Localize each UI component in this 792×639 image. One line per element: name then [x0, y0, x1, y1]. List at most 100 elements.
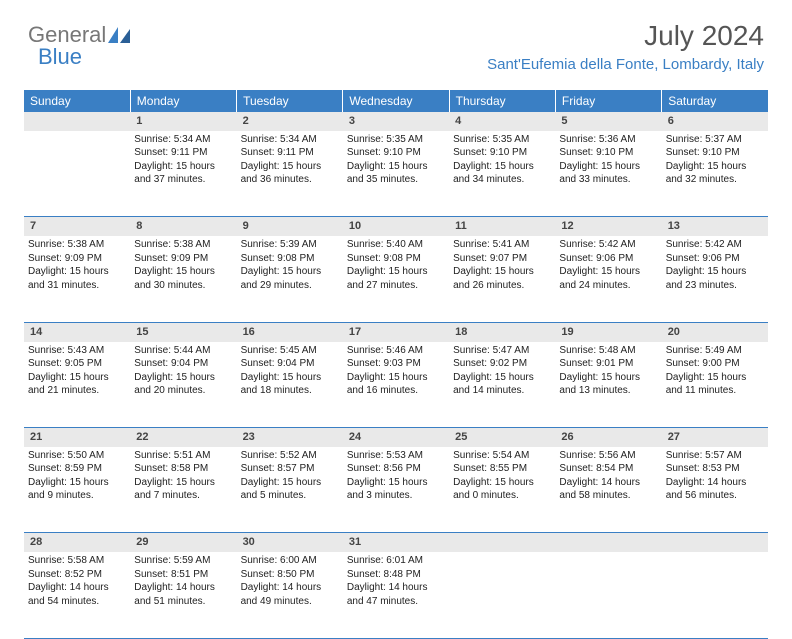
week-row: Sunrise: 5:34 AMSunset: 9:11 PMDaylight:… — [24, 131, 768, 217]
weekday-header: Thursday — [449, 90, 555, 112]
day-number: 30 — [237, 533, 343, 552]
day-number: 20 — [662, 322, 768, 341]
week-row: Sunrise: 5:50 AMSunset: 8:59 PMDaylight:… — [24, 447, 768, 533]
day-number: 14 — [24, 322, 130, 341]
day-cell: Sunrise: 5:52 AMSunset: 8:57 PMDaylight:… — [237, 447, 343, 533]
day-cell: Sunrise: 5:47 AMSunset: 9:02 PMDaylight:… — [449, 342, 555, 428]
day-cell-text: Sunrise: 5:38 AMSunset: 9:09 PMDaylight:… — [134, 238, 232, 292]
day-cell-text: Sunrise: 5:47 AMSunset: 9:02 PMDaylight:… — [453, 344, 551, 398]
day-cell: Sunrise: 5:49 AMSunset: 9:00 PMDaylight:… — [662, 342, 768, 428]
day-cell: Sunrise: 5:50 AMSunset: 8:59 PMDaylight:… — [24, 447, 130, 533]
day-cell-text: Sunrise: 5:40 AMSunset: 9:08 PMDaylight:… — [347, 238, 445, 292]
day-cell-text: Sunrise: 5:59 AMSunset: 8:51 PMDaylight:… — [134, 554, 232, 608]
day-cell-text: Sunrise: 5:50 AMSunset: 8:59 PMDaylight:… — [28, 449, 126, 503]
day-number: 15 — [130, 322, 236, 341]
day-cell-text: Sunrise: 5:51 AMSunset: 8:58 PMDaylight:… — [134, 449, 232, 503]
day-number: 8 — [130, 217, 236, 236]
logo-text-blue: Blue — [38, 44, 82, 70]
weekday-header: Sunday — [24, 90, 130, 112]
day-number: 6 — [662, 112, 768, 131]
day-number: 12 — [555, 217, 661, 236]
day-cell-text: Sunrise: 5:39 AMSunset: 9:08 PMDaylight:… — [241, 238, 339, 292]
day-number — [24, 112, 130, 131]
week-row: Sunrise: 5:38 AMSunset: 9:09 PMDaylight:… — [24, 236, 768, 322]
day-cell-text: Sunrise: 5:42 AMSunset: 9:06 PMDaylight:… — [559, 238, 657, 292]
day-cell: Sunrise: 5:35 AMSunset: 9:10 PMDaylight:… — [449, 131, 555, 217]
day-cell-text: Sunrise: 5:41 AMSunset: 9:07 PMDaylight:… — [453, 238, 551, 292]
weekday-header-row: SundayMondayTuesdayWednesdayThursdayFrid… — [24, 90, 768, 112]
week-row: Sunrise: 5:58 AMSunset: 8:52 PMDaylight:… — [24, 552, 768, 638]
weekday-header: Wednesday — [343, 90, 449, 112]
day-number: 24 — [343, 428, 449, 447]
day-number: 19 — [555, 322, 661, 341]
day-cell: Sunrise: 5:58 AMSunset: 8:52 PMDaylight:… — [24, 552, 130, 638]
weekday-header: Tuesday — [237, 90, 343, 112]
day-number: 3 — [343, 112, 449, 131]
day-cell: Sunrise: 5:45 AMSunset: 9:04 PMDaylight:… — [237, 342, 343, 428]
day-number: 13 — [662, 217, 768, 236]
day-number: 1 — [130, 112, 236, 131]
day-cell: Sunrise: 5:40 AMSunset: 9:08 PMDaylight:… — [343, 236, 449, 322]
location-label: Sant'Eufemia della Fonte, Lombardy, Ital… — [487, 56, 764, 73]
day-number: 22 — [130, 428, 236, 447]
day-number-row: 21222324252627 — [24, 428, 768, 447]
day-cell-text: Sunrise: 5:57 AMSunset: 8:53 PMDaylight:… — [666, 449, 764, 503]
day-cell: Sunrise: 5:43 AMSunset: 9:05 PMDaylight:… — [24, 342, 130, 428]
day-cell-text: Sunrise: 5:35 AMSunset: 9:10 PMDaylight:… — [453, 133, 551, 187]
day-cell: Sunrise: 5:53 AMSunset: 8:56 PMDaylight:… — [343, 447, 449, 533]
day-cell: Sunrise: 5:44 AMSunset: 9:04 PMDaylight:… — [130, 342, 236, 428]
day-number — [555, 533, 661, 552]
day-cell: Sunrise: 5:34 AMSunset: 9:11 PMDaylight:… — [130, 131, 236, 217]
day-cell-text: Sunrise: 5:34 AMSunset: 9:11 PMDaylight:… — [241, 133, 339, 187]
day-number: 28 — [24, 533, 130, 552]
day-cell — [662, 552, 768, 638]
day-cell: Sunrise: 5:35 AMSunset: 9:10 PMDaylight:… — [343, 131, 449, 217]
weekday-header: Monday — [130, 90, 236, 112]
day-cell: Sunrise: 5:59 AMSunset: 8:51 PMDaylight:… — [130, 552, 236, 638]
calendar-table: SundayMondayTuesdayWednesdayThursdayFrid… — [24, 90, 768, 639]
day-number: 9 — [237, 217, 343, 236]
day-cell — [555, 552, 661, 638]
day-cell-text: Sunrise: 5:37 AMSunset: 9:10 PMDaylight:… — [666, 133, 764, 187]
day-cell-text: Sunrise: 5:49 AMSunset: 9:00 PMDaylight:… — [666, 344, 764, 398]
day-cell-text: Sunrise: 6:01 AMSunset: 8:48 PMDaylight:… — [347, 554, 445, 608]
day-cell: Sunrise: 5:56 AMSunset: 8:54 PMDaylight:… — [555, 447, 661, 533]
day-number — [449, 533, 555, 552]
day-number-row: 14151617181920 — [24, 322, 768, 341]
day-cell — [449, 552, 555, 638]
day-cell-text: Sunrise: 5:56 AMSunset: 8:54 PMDaylight:… — [559, 449, 657, 503]
day-cell — [24, 131, 130, 217]
day-cell: Sunrise: 5:51 AMSunset: 8:58 PMDaylight:… — [130, 447, 236, 533]
header-right: July 2024 Sant'Eufemia della Fonte, Lomb… — [487, 20, 764, 73]
day-number-row: 78910111213 — [24, 217, 768, 236]
day-cell-text: Sunrise: 5:48 AMSunset: 9:01 PMDaylight:… — [559, 344, 657, 398]
day-cell: Sunrise: 6:01 AMSunset: 8:48 PMDaylight:… — [343, 552, 449, 638]
day-cell-text: Sunrise: 6:00 AMSunset: 8:50 PMDaylight:… — [241, 554, 339, 608]
day-number: 17 — [343, 322, 449, 341]
day-cell-text: Sunrise: 5:53 AMSunset: 8:56 PMDaylight:… — [347, 449, 445, 503]
day-cell-text: Sunrise: 5:46 AMSunset: 9:03 PMDaylight:… — [347, 344, 445, 398]
logo-sail-icon — [108, 27, 130, 43]
day-cell: Sunrise: 5:48 AMSunset: 9:01 PMDaylight:… — [555, 342, 661, 428]
day-cell: Sunrise: 6:00 AMSunset: 8:50 PMDaylight:… — [237, 552, 343, 638]
day-number: 26 — [555, 428, 661, 447]
day-cell: Sunrise: 5:38 AMSunset: 9:09 PMDaylight:… — [130, 236, 236, 322]
day-number: 23 — [237, 428, 343, 447]
day-cell: Sunrise: 5:42 AMSunset: 9:06 PMDaylight:… — [662, 236, 768, 322]
day-number: 7 — [24, 217, 130, 236]
day-number-row: 28293031 — [24, 533, 768, 552]
day-number: 4 — [449, 112, 555, 131]
day-cell: Sunrise: 5:37 AMSunset: 9:10 PMDaylight:… — [662, 131, 768, 217]
day-number: 29 — [130, 533, 236, 552]
day-cell-text: Sunrise: 5:58 AMSunset: 8:52 PMDaylight:… — [28, 554, 126, 608]
month-title: July 2024 — [487, 20, 764, 52]
day-cell-text: Sunrise: 5:38 AMSunset: 9:09 PMDaylight:… — [28, 238, 126, 292]
day-cell: Sunrise: 5:57 AMSunset: 8:53 PMDaylight:… — [662, 447, 768, 533]
day-cell: Sunrise: 5:41 AMSunset: 9:07 PMDaylight:… — [449, 236, 555, 322]
day-number-row: 123456 — [24, 112, 768, 131]
day-cell-text: Sunrise: 5:34 AMSunset: 9:11 PMDaylight:… — [134, 133, 232, 187]
day-cell: Sunrise: 5:39 AMSunset: 9:08 PMDaylight:… — [237, 236, 343, 322]
day-cell: Sunrise: 5:46 AMSunset: 9:03 PMDaylight:… — [343, 342, 449, 428]
day-number: 5 — [555, 112, 661, 131]
day-number: 21 — [24, 428, 130, 447]
